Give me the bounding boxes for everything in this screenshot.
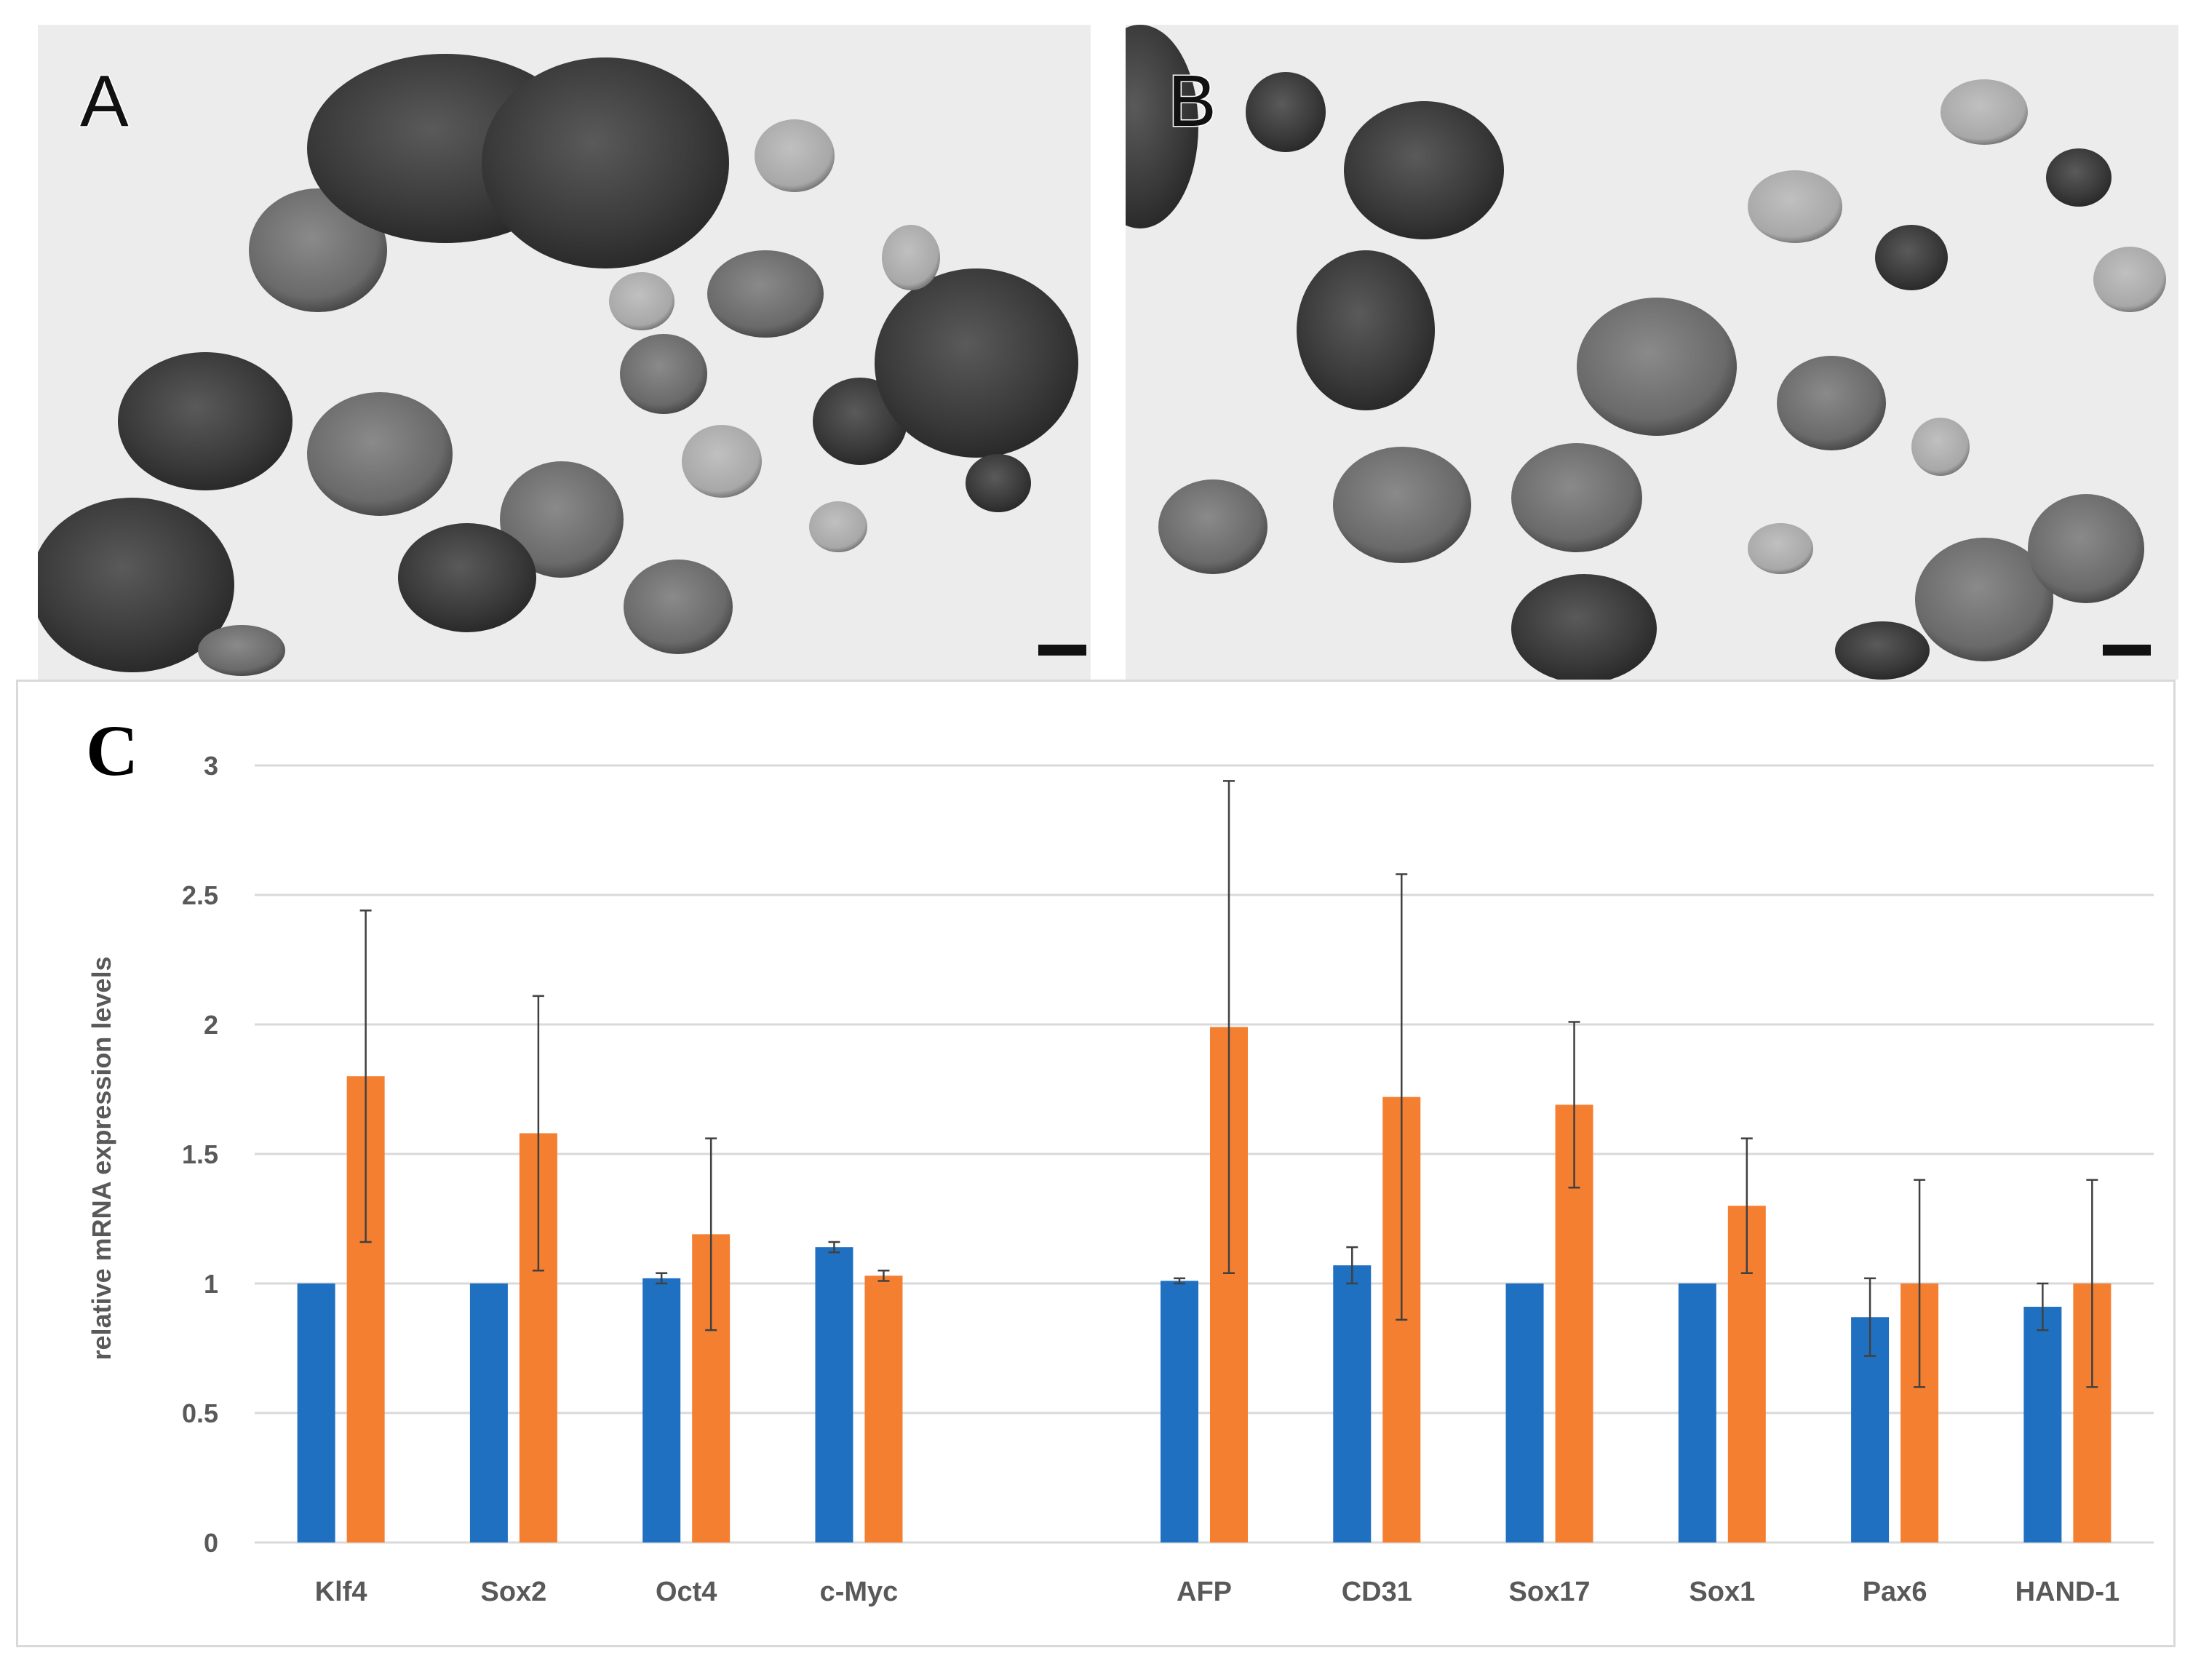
y-tick-label: 2.5 <box>182 880 218 910</box>
error-bar <box>828 1241 840 1254</box>
x-tick-label: c-Myc <box>820 1577 899 1607</box>
y-tick-label: 3 <box>204 751 218 781</box>
scale-bar-b <box>2103 645 2151 656</box>
x-tick-label: Sox2 <box>480 1577 546 1607</box>
y-tick-label: 1.5 <box>182 1139 218 1169</box>
error-bar <box>2037 1282 2049 1331</box>
error-bar <box>1914 1179 1926 1388</box>
bar <box>1333 1265 1372 1542</box>
error-bar <box>1223 780 1235 1275</box>
bar <box>642 1278 681 1542</box>
y-tick-label: 0 <box>204 1528 218 1558</box>
bar <box>2023 1307 2062 1542</box>
bar <box>297 1283 335 1542</box>
error-bar <box>532 995 544 1272</box>
y-tick-label: 2 <box>204 1010 218 1040</box>
error-bar <box>705 1137 717 1331</box>
error-bar <box>1174 1277 1185 1285</box>
x-tick-label: Sox1 <box>1689 1577 1755 1607</box>
micrograph-a-image <box>38 25 1091 680</box>
x-tick-label: HAND-1 <box>2015 1577 2120 1607</box>
panel-c-label: C <box>86 710 138 791</box>
x-tick-label: AFP <box>1177 1577 1232 1607</box>
x-tick-label: Pax6 <box>1863 1577 1927 1607</box>
error-bar <box>656 1272 668 1285</box>
bar <box>1161 1281 1198 1542</box>
y-axis-title: relative mRNA expression levels <box>87 957 116 1361</box>
x-tick-label: Oct4 <box>656 1577 717 1607</box>
error-bar <box>1346 1246 1358 1285</box>
bar <box>469 1283 508 1542</box>
bar <box>1678 1283 1716 1542</box>
panel-b-label: B <box>1167 60 1218 143</box>
bar <box>815 1247 853 1542</box>
micrograph-b-image <box>1126 25 2178 680</box>
x-tick-label: CD31 <box>1342 1577 1412 1607</box>
bar <box>864 1275 903 1542</box>
error-bar <box>1864 1277 1876 1357</box>
micrograph-panel-b: B <box>1126 25 2178 680</box>
bar <box>1505 1283 1544 1542</box>
x-tick-label: Klf4 <box>315 1577 367 1607</box>
error-bar <box>1568 1021 1580 1189</box>
y-tick-label: 1 <box>204 1269 218 1299</box>
error-bar <box>877 1269 890 1282</box>
panel-a-label: A <box>79 60 130 143</box>
error-bar <box>1740 1137 1753 1275</box>
micrograph-panel-a: A <box>38 25 1091 680</box>
x-tick-label: Sox17 <box>1509 1577 1591 1607</box>
scale-bar-a <box>1038 645 1086 656</box>
y-tick-label: 0.5 <box>182 1398 218 1428</box>
error-bar <box>359 909 372 1243</box>
error-bar <box>1396 873 1408 1321</box>
error-bar <box>2086 1179 2098 1388</box>
